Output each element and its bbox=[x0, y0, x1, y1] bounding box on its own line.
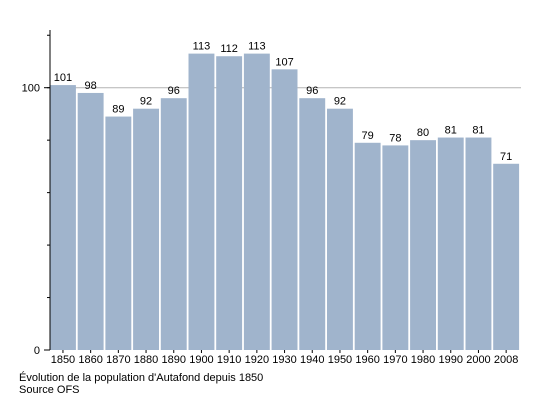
data-labels-layer: 101 98 89 92 96 113 112 113 107 96 92 79 78 80 81 81 71 bbox=[54, 41, 513, 163]
bar-1870 bbox=[105, 116, 132, 351]
data-label-2000: 81 bbox=[472, 125, 484, 137]
x-tick-label-1870: 1870 bbox=[106, 354, 130, 366]
data-label-1880: 92 bbox=[140, 96, 152, 108]
bar-1890 bbox=[160, 98, 187, 351]
data-label-1960: 79 bbox=[362, 130, 374, 142]
bar-1930 bbox=[271, 69, 298, 350]
bars-layer bbox=[50, 53, 520, 351]
bar-1910 bbox=[216, 56, 243, 351]
bar-1850 bbox=[50, 85, 76, 350]
x-tick-label-1990: 1990 bbox=[439, 354, 463, 366]
x-tick-label-2008: 2008 bbox=[494, 354, 518, 366]
bar-1860 bbox=[77, 92, 104, 351]
data-label-1930: 107 bbox=[275, 56, 293, 68]
data-label-1870: 89 bbox=[112, 104, 124, 116]
bar-2008 bbox=[493, 163, 520, 350]
data-label-1900: 113 bbox=[193, 41, 211, 53]
x-tick-label-1890: 1890 bbox=[162, 354, 186, 366]
x-tick-label-1960: 1960 bbox=[355, 354, 379, 366]
x-tick-label-1900: 1900 bbox=[189, 354, 213, 366]
x-tick-label-1940: 1940 bbox=[300, 354, 324, 366]
bar-1950 bbox=[327, 108, 353, 350]
data-label-1940: 96 bbox=[306, 85, 318, 97]
data-label-1860: 98 bbox=[85, 80, 97, 92]
bar-1980 bbox=[410, 140, 436, 350]
caption-title: Évolution de la population d'Autafond de… bbox=[19, 372, 264, 384]
x-tick-label-1930: 1930 bbox=[272, 354, 296, 366]
x-tick-label-1860: 1860 bbox=[78, 354, 102, 366]
x-tick-label-1980: 1980 bbox=[411, 354, 435, 366]
bar-1960 bbox=[354, 142, 381, 350]
bar-1920 bbox=[243, 53, 270, 350]
data-label-1850: 101 bbox=[54, 72, 72, 84]
data-label-1970: 78 bbox=[389, 132, 401, 144]
data-label-1990: 81 bbox=[445, 125, 457, 137]
bar-1940 bbox=[299, 98, 326, 351]
y-tick-label-0: 0 bbox=[34, 345, 40, 357]
x-tick-label-1850: 1850 bbox=[51, 354, 75, 366]
x-tick-label-2000: 2000 bbox=[466, 354, 490, 366]
x-tick-label-1880: 1880 bbox=[134, 354, 158, 366]
bar-2000 bbox=[465, 137, 492, 350]
data-label-1950: 92 bbox=[334, 96, 346, 108]
x-tick-label-1950: 1950 bbox=[328, 354, 352, 366]
data-label-2008: 71 bbox=[500, 151, 512, 163]
caption-source: Source OFS bbox=[19, 384, 80, 396]
bar-1880 bbox=[133, 108, 159, 350]
y-tick-label-100: 100 bbox=[22, 83, 40, 95]
bar-1900 bbox=[188, 53, 215, 350]
bar-1990 bbox=[437, 137, 464, 350]
bar-1970 bbox=[382, 145, 409, 350]
data-label-1910: 112 bbox=[220, 43, 238, 55]
data-label-1890: 96 bbox=[168, 85, 180, 97]
data-label-1980: 80 bbox=[417, 127, 429, 139]
data-label-1920: 113 bbox=[248, 41, 266, 53]
x-tick-label-1970: 1970 bbox=[383, 354, 407, 366]
x-tick-label-1910: 1910 bbox=[217, 354, 241, 366]
x-tick-label-1920: 1920 bbox=[245, 354, 269, 366]
